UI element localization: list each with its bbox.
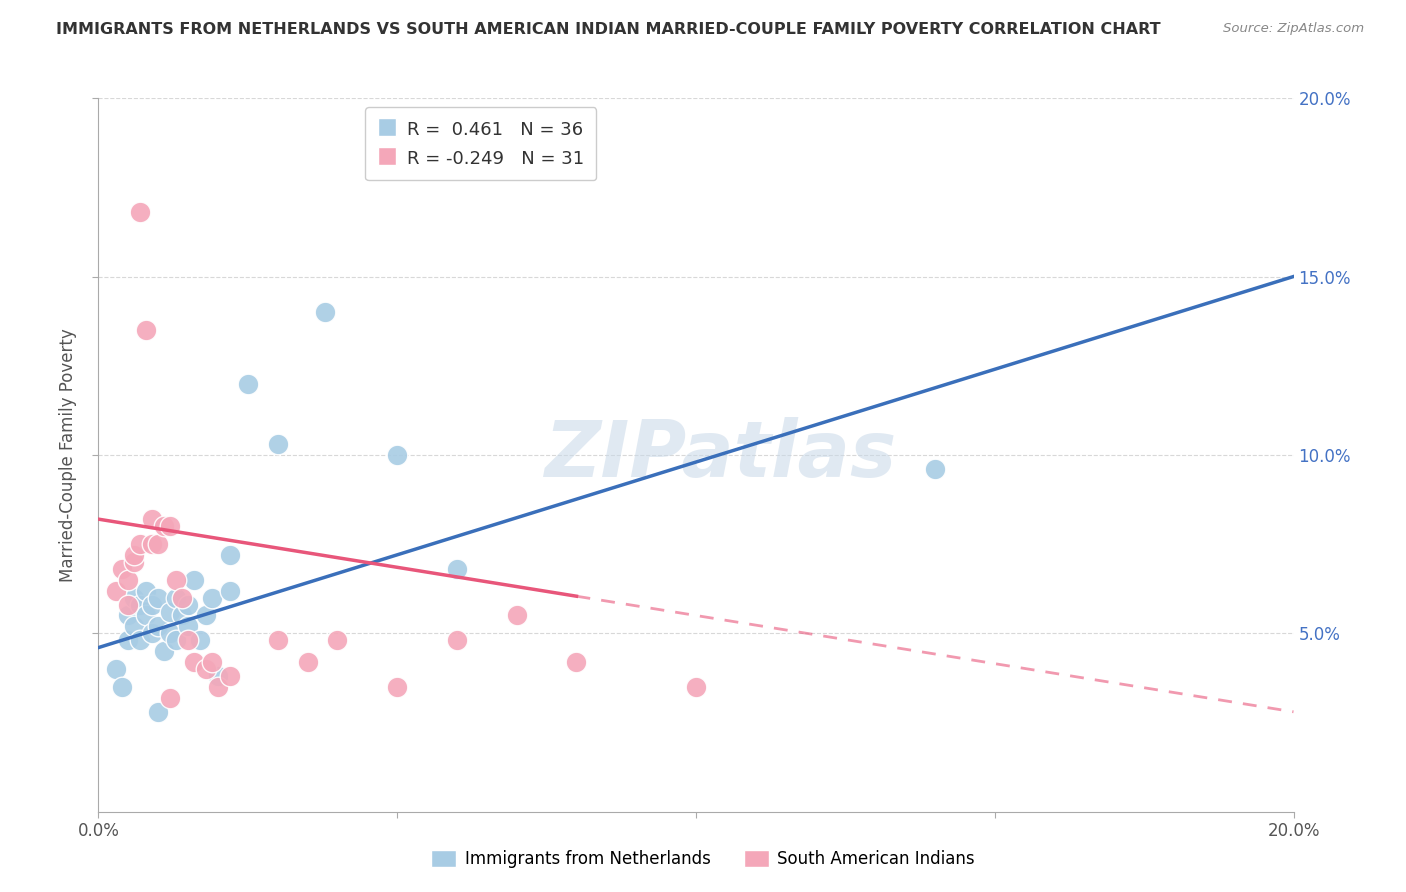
Point — [207, 680, 229, 694]
Point — [141, 537, 163, 551]
Point — [177, 633, 200, 648]
Point — [183, 573, 205, 587]
Point — [195, 662, 218, 676]
Point — [165, 633, 187, 648]
Point — [267, 633, 290, 648]
Point — [135, 583, 157, 598]
Point — [172, 591, 194, 605]
Point — [201, 655, 224, 669]
Point — [117, 633, 139, 648]
Point — [165, 591, 187, 605]
Point — [297, 655, 319, 669]
Y-axis label: Married-Couple Family Poverty: Married-Couple Family Poverty — [59, 328, 77, 582]
Point — [159, 626, 181, 640]
Point — [236, 376, 259, 391]
Point — [124, 619, 146, 633]
Point — [219, 548, 242, 562]
Point — [188, 633, 211, 648]
Point — [315, 305, 337, 319]
Point — [446, 633, 468, 648]
Point — [924, 462, 946, 476]
Point — [105, 662, 128, 676]
Point — [129, 598, 152, 612]
Point — [219, 583, 242, 598]
Point — [201, 591, 224, 605]
Point — [207, 669, 229, 683]
Point — [159, 519, 181, 533]
Legend: Immigrants from Netherlands, South American Indians: Immigrants from Netherlands, South Ameri… — [425, 843, 981, 875]
Point — [141, 626, 163, 640]
Text: IMMIGRANTS FROM NETHERLANDS VS SOUTH AMERICAN INDIAN MARRIED-COUPLE FAMILY POVER: IMMIGRANTS FROM NETHERLANDS VS SOUTH AME… — [56, 22, 1161, 37]
Point — [111, 680, 134, 694]
Point — [148, 591, 170, 605]
Point — [326, 633, 349, 648]
Point — [172, 608, 194, 623]
Point — [267, 437, 290, 451]
Point — [165, 573, 187, 587]
Point — [148, 537, 170, 551]
Point — [385, 680, 409, 694]
Point — [565, 655, 588, 669]
Point — [129, 537, 152, 551]
Point — [105, 583, 128, 598]
Legend: R =  0.461   N = 36, R = -0.249   N = 31: R = 0.461 N = 36, R = -0.249 N = 31 — [366, 107, 596, 180]
Point — [141, 512, 163, 526]
Point — [153, 519, 176, 533]
Point — [117, 608, 139, 623]
Point — [124, 548, 146, 562]
Point — [177, 598, 200, 612]
Point — [177, 619, 200, 633]
Point — [141, 598, 163, 612]
Point — [129, 205, 152, 219]
Text: ZIPatlas: ZIPatlas — [544, 417, 896, 493]
Point — [183, 655, 205, 669]
Point — [135, 323, 157, 337]
Point — [148, 619, 170, 633]
Point — [111, 562, 134, 576]
Point — [385, 448, 409, 462]
Point — [159, 605, 181, 619]
Point — [159, 690, 181, 705]
Point — [124, 591, 146, 605]
Point — [195, 608, 218, 623]
Point — [153, 644, 176, 658]
Point — [685, 680, 707, 694]
Point — [219, 669, 242, 683]
Point — [148, 705, 170, 719]
Text: Source: ZipAtlas.com: Source: ZipAtlas.com — [1223, 22, 1364, 36]
Point — [117, 598, 139, 612]
Point — [117, 573, 139, 587]
Point — [446, 562, 468, 576]
Point — [135, 608, 157, 623]
Point — [124, 555, 146, 569]
Point — [506, 608, 529, 623]
Point — [129, 633, 152, 648]
